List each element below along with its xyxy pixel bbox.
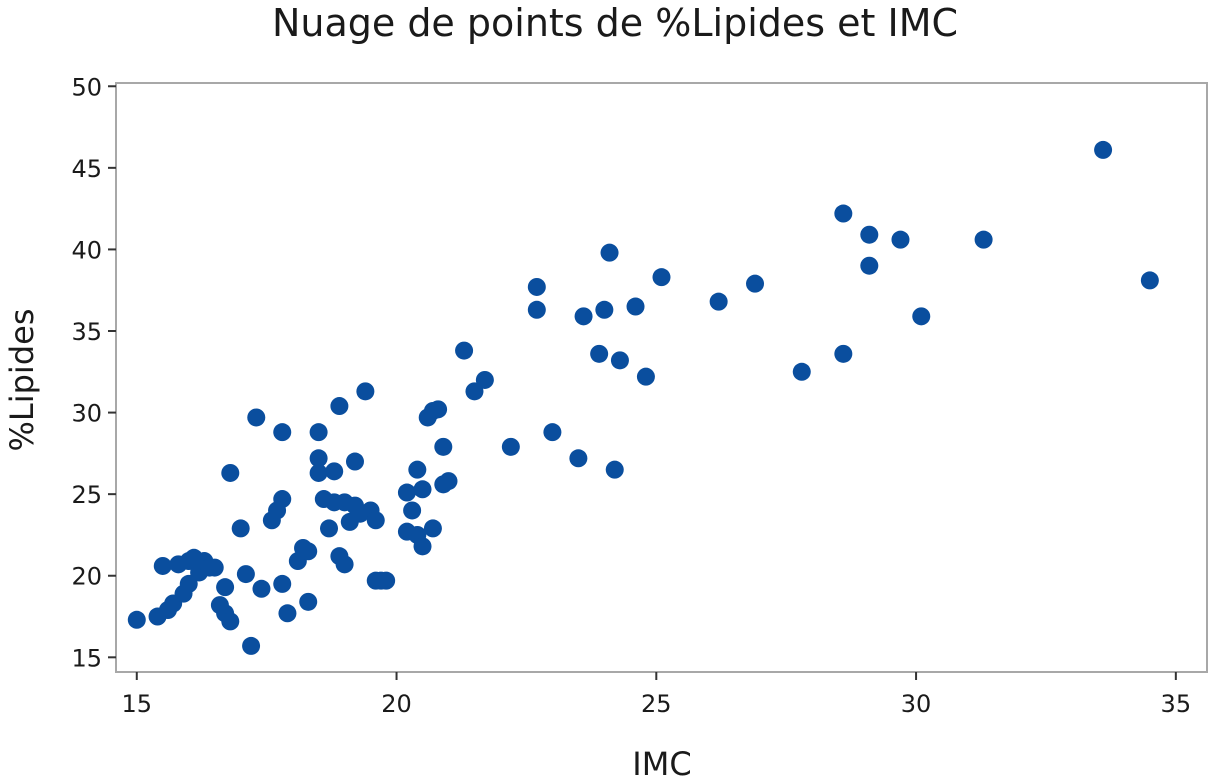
data-point (605, 460, 624, 479)
y-tick-label: 45 (71, 155, 102, 183)
data-point (569, 449, 588, 468)
y-tick-label: 40 (71, 236, 102, 264)
data-point (242, 636, 261, 655)
data-point (408, 460, 427, 479)
data-point (299, 542, 318, 561)
data-point (475, 370, 494, 389)
data-point (465, 382, 484, 401)
data-point (527, 300, 546, 319)
data-point (636, 367, 655, 386)
data-point (403, 501, 422, 520)
data-point (860, 225, 879, 244)
data-point (626, 297, 645, 316)
data-point (221, 612, 240, 631)
data-point (273, 423, 292, 442)
data-point (912, 307, 931, 326)
data-point (792, 362, 811, 381)
data-point (153, 556, 172, 575)
data-point (299, 592, 318, 611)
x-tick-label: 25 (641, 690, 672, 718)
x-tick-label: 35 (1161, 690, 1192, 718)
data-point (746, 274, 765, 293)
y-tick-label: 30 (71, 400, 102, 428)
data-point (216, 578, 235, 597)
data-point (455, 341, 474, 360)
data-point (590, 344, 609, 363)
data-point (320, 519, 339, 538)
data-point (345, 452, 364, 471)
data-point (236, 565, 255, 584)
data-point (429, 400, 448, 419)
data-point (610, 351, 629, 370)
y-axis-label: %Lipides (3, 309, 41, 452)
data-point (247, 408, 266, 427)
x-axis: 15 20 25 30 35 (122, 672, 1192, 718)
x-tick-label: 20 (381, 690, 412, 718)
data-point (330, 397, 349, 416)
data-point (273, 490, 292, 509)
data-point (252, 579, 271, 598)
data-point (221, 463, 240, 482)
x-axis-label: IMC (632, 745, 691, 778)
data-point (439, 472, 458, 491)
y-tick-label: 50 (71, 73, 102, 101)
data-point (397, 483, 416, 502)
data-point (974, 230, 993, 249)
data-point (595, 300, 614, 319)
data-point (423, 519, 442, 538)
data-point (205, 558, 224, 577)
data-point (1140, 271, 1159, 290)
data-point (356, 382, 375, 401)
y-tick-label: 25 (71, 481, 102, 509)
data-point (127, 610, 146, 629)
data-point (434, 437, 453, 456)
data-point (413, 480, 432, 499)
data-point (309, 423, 328, 442)
data-points (127, 140, 1159, 655)
data-point (413, 537, 432, 556)
data-point (335, 555, 354, 574)
data-point (1094, 140, 1113, 159)
data-point (860, 256, 879, 275)
data-point (834, 344, 853, 363)
chart-title: Nuage de points de %Lipides et IMC (272, 1, 958, 45)
data-point (574, 307, 593, 326)
y-tick-label: 35 (71, 318, 102, 346)
data-point (834, 204, 853, 223)
data-point (377, 571, 396, 590)
data-point (273, 574, 292, 593)
y-axis: 15 20 25 30 35 40 45 50 (71, 73, 116, 672)
data-point (709, 292, 728, 311)
data-point (325, 462, 344, 481)
y-tick-label: 15 (71, 644, 102, 672)
data-point (652, 268, 671, 287)
data-point (366, 511, 385, 530)
data-point (309, 449, 328, 468)
y-tick-label: 20 (71, 563, 102, 591)
data-point (600, 243, 619, 262)
data-point (278, 604, 297, 623)
data-point (543, 423, 562, 442)
data-point (501, 437, 520, 456)
data-point (179, 574, 198, 593)
x-tick-label: 15 (122, 690, 153, 718)
plot-frame (115, 82, 1208, 673)
data-point (309, 463, 328, 482)
data-point (527, 277, 546, 296)
x-tick-label: 30 (901, 690, 932, 718)
data-point (891, 230, 910, 249)
data-point (231, 519, 250, 538)
